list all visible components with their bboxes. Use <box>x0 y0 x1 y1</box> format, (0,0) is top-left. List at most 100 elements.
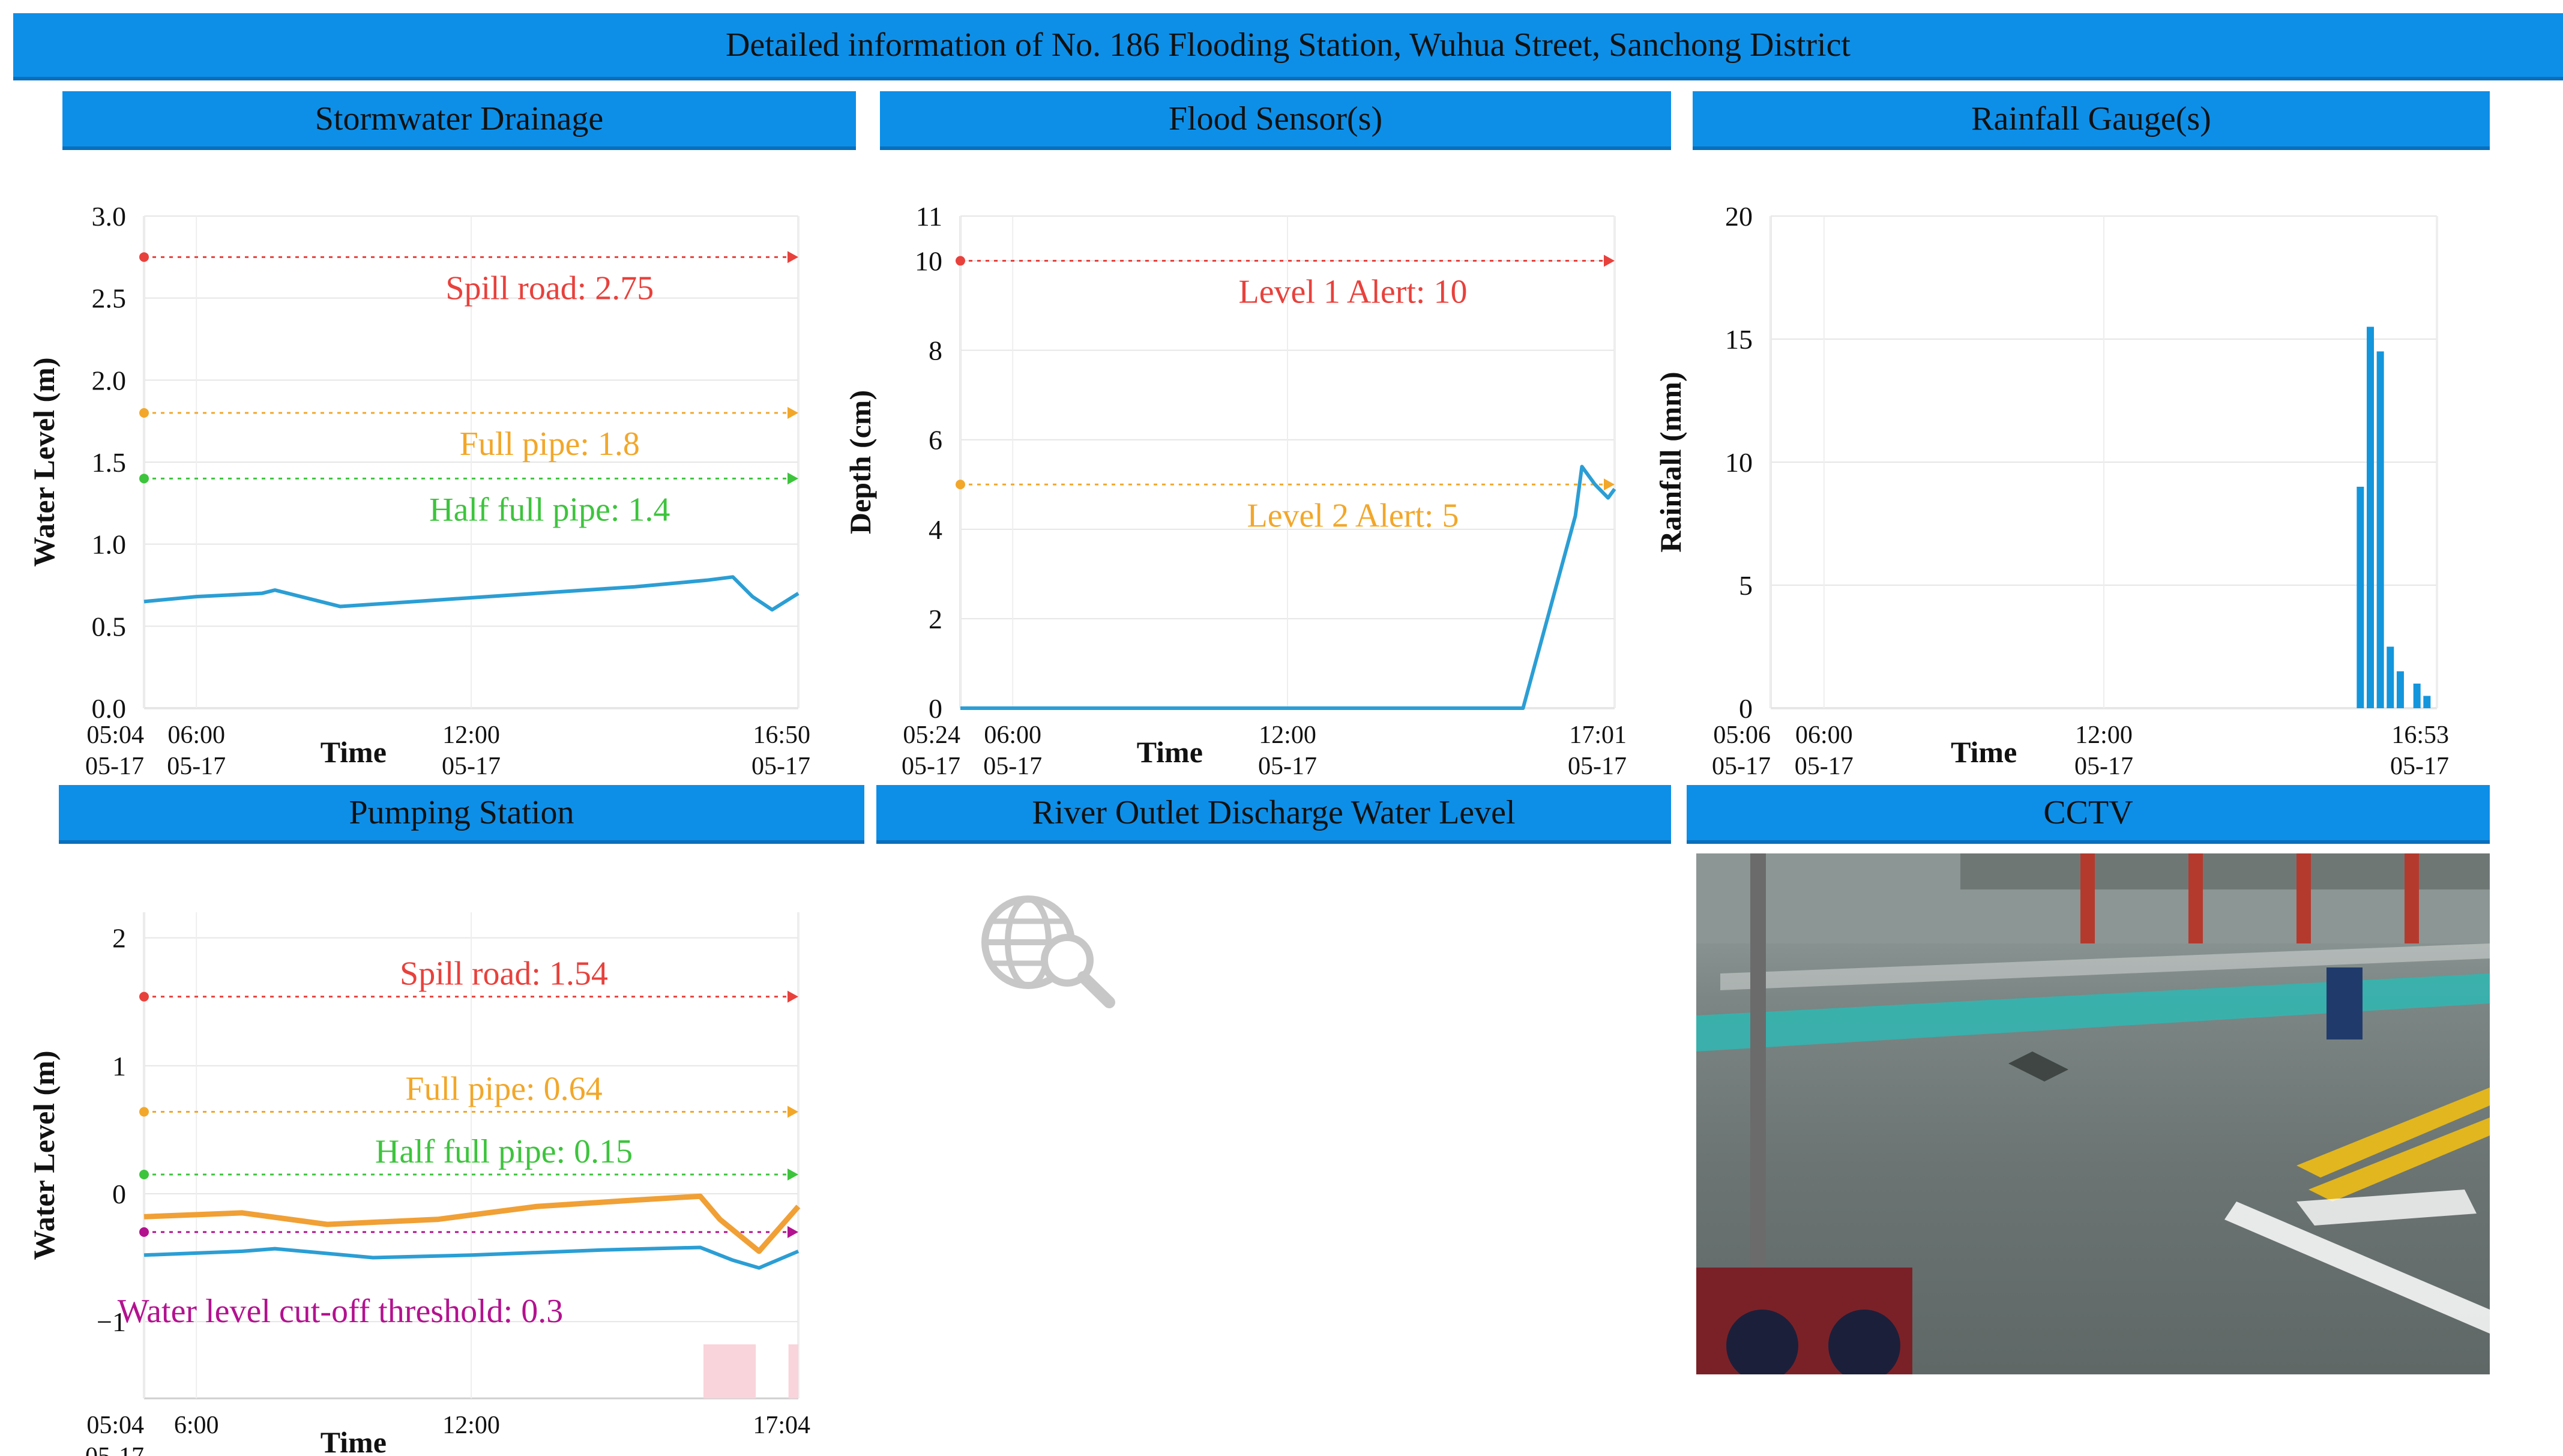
cctv-camera-view[interactable] <box>1696 853 2490 1374</box>
chart-flood-threshold-label: Level 2 Alert: 5 <box>1247 497 1459 534</box>
chart-pumping-ytick-label: 0 <box>112 1179 126 1209</box>
chart-pumping-xlabel: Time <box>321 1425 387 1456</box>
chart-rainfall-ytick-label: 5 <box>1739 570 1753 601</box>
chart-flood-ytick-label: 11 <box>916 201 942 232</box>
chart-pumping-xtick-label: 05:04 <box>86 1412 144 1439</box>
chart-stormwater-xtick-sublabel: 05-17 <box>751 753 810 780</box>
chart-flood-ytick-label: 0 <box>929 693 942 724</box>
chart-pumping-threshold-marker <box>139 1227 149 1237</box>
section-header-river-outlet: River Outlet Discharge Water Level <box>876 785 1671 844</box>
chart-rainfall-xtick-label: 06:00 <box>1795 721 1853 749</box>
chart-stormwater-threshold-arrow <box>788 251 798 263</box>
chart-rainfall-xtick-sublabel: 05-17 <box>2390 753 2449 780</box>
chart-pumping-threshold-arrow <box>788 1168 798 1181</box>
chart-rainfall-bar <box>2396 671 2404 708</box>
chart-pumping-threshold-marker <box>139 1107 149 1117</box>
chart-stormwater-ytick-label: 2.5 <box>92 283 127 314</box>
chart-flood-xtick-label: 05:24 <box>903 721 960 749</box>
chart-flood-xtick-sublabel: 05-17 <box>902 753 960 780</box>
chart-stormwater-xtick-label: 06:00 <box>167 721 225 749</box>
chart-flood-ytick-label: 10 <box>915 246 942 277</box>
chart-stormwater-series-line <box>143 575 800 612</box>
chart-rainfall-ylabel: Rainfall (mm) <box>1654 372 1687 552</box>
chart-flood-xtick-label: 12:00 <box>1259 721 1316 749</box>
chart-stormwater-xtick-sublabel: 05-17 <box>167 753 226 780</box>
chart-stormwater-threshold-label: Full pipe: 1.8 <box>460 426 640 463</box>
chart-flood-ylabel: Depth (cm) <box>843 390 877 534</box>
chart-pumping-series-line <box>143 1193 801 1254</box>
chart-stormwater-xtick-label: 05:04 <box>86 721 144 749</box>
chart-flood-series-line <box>960 465 1616 710</box>
chart-flood-threshold-arrow <box>1604 254 1615 267</box>
chart-stormwater-threshold-label: Spill road: 2.75 <box>445 269 654 307</box>
chart-flood-xtick-sublabel: 05-17 <box>1568 753 1627 780</box>
chart-pumping-threshold-arrow <box>788 1226 798 1238</box>
chart-stormwater-threshold-marker <box>139 474 149 484</box>
chart-stormwater-threshold-marker <box>139 252 149 262</box>
chart-rainfall-bar <box>2413 684 2421 708</box>
chart-stormwater-xtick-label: 12:00 <box>442 721 500 749</box>
chart-rainfall-xtick-sublabel: 05-17 <box>1795 753 1854 780</box>
chart-rainfall-ytick-label: 15 <box>1725 324 1753 355</box>
chart-flood-xlabel: Time <box>1137 735 1203 769</box>
chart-pumping-series-line <box>143 1245 800 1270</box>
chart-flood-threshold-arrow <box>1604 478 1615 491</box>
chart-pumping-threshold-label: Water level cut-off threshold: 0.3 <box>118 1293 563 1330</box>
chart-pumping-xtick-sublabel: 05-17 <box>85 1443 144 1456</box>
chart-stormwater-xtick-label: 16:50 <box>753 721 810 749</box>
chart-stormwater-threshold-arrow <box>788 407 798 419</box>
chart-pumping-threshold-label: Full pipe: 0.64 <box>405 1071 602 1108</box>
chart-rainfall-ytick-label: 20 <box>1725 201 1753 232</box>
chart-stormwater-ytick-label: 3.0 <box>92 201 127 232</box>
chart-flood-ytick-label: 4 <box>929 514 942 545</box>
section-header-rainfall: Rainfall Gauge(s) <box>1693 91 2490 150</box>
chart-stormwater-ytick-label: 1.0 <box>92 529 127 560</box>
chart-pumping-xtick-label: 17:04 <box>753 1412 810 1439</box>
chart-pumping-xtick-label: 6:00 <box>174 1412 219 1439</box>
page-title: Detailed information of No. 186 Flooding… <box>13 13 2563 80</box>
chart-rainfall-xlabel: Time <box>1951 735 2017 769</box>
chart-stormwater-xtick-sublabel: 05-17 <box>85 753 144 780</box>
chart-pumping-threshold-marker <box>139 991 149 1002</box>
chart-pumping-threshold-label: Spill road: 1.54 <box>400 955 608 993</box>
chart-stormwater-xtick-sublabel: 05-17 <box>442 753 501 780</box>
section-header-flood-sensors: Flood Sensor(s) <box>880 91 1671 150</box>
chart-rainfall-bar <box>2357 487 2364 708</box>
chart-pumping-xtick-label: 12:00 <box>442 1412 500 1439</box>
section-header-cctv: CCTV <box>1687 785 2490 844</box>
chart-flood-xtick-label: 17:01 <box>1569 721 1627 749</box>
globe-search-icon[interactable] <box>977 888 1115 1008</box>
chart-rainfall-xtick-sublabel: 05-17 <box>1712 753 1771 780</box>
chart-rainfall-xtick-label: 05:06 <box>1713 721 1771 749</box>
chart-rainfall-xtick-label: 16:53 <box>2391 721 2449 749</box>
chart-flood-xtick-sublabel: 05-17 <box>983 753 1042 780</box>
chart-rainfall-xtick-sublabel: 05-17 <box>2074 753 2133 780</box>
chart-rainfall-xtick-label: 12:00 <box>2075 721 2133 749</box>
chart-stormwater-threshold-marker <box>139 408 149 418</box>
chart-stormwater-ytick-label: 0.0 <box>92 693 127 724</box>
chart-stormwater-ytick-label: 1.5 <box>92 447 127 478</box>
chart-pumping-ylabel: Water Level (m) <box>27 1051 61 1260</box>
cctv-street-scene <box>1696 853 2490 1374</box>
chart-flood-threshold-marker <box>956 256 965 266</box>
section-header-stormwater: Stormwater Drainage <box>62 91 856 150</box>
chart-flood-xtick-sublabel: 05-17 <box>1258 753 1317 780</box>
chart-pumping-ytick-label: −1 <box>97 1307 126 1337</box>
chart-flood-ytick-label: 2 <box>929 604 942 634</box>
chart-stormwater-threshold-arrow <box>788 472 798 485</box>
chart-pumping-threshold-arrow <box>788 1106 798 1118</box>
chart-rainfall-bar <box>2376 351 2384 708</box>
chart-stormwater-xlabel: Time <box>321 735 387 769</box>
chart-stormwater-ytick-label: 0.5 <box>92 611 127 642</box>
chart-rainfall-ytick-label: 0 <box>1739 693 1753 724</box>
chart-stormwater-ylabel: Water Level (m) <box>27 358 61 567</box>
chart-pumping-ytick-label: 1 <box>112 1051 126 1081</box>
chart-pumping-shade-bar <box>788 1344 798 1398</box>
chart-flood-threshold-marker <box>956 480 965 490</box>
chart-rainfall-bar <box>2367 326 2374 708</box>
chart-pumping-shade-bar <box>703 1344 756 1398</box>
chart-flood-ytick-label: 6 <box>929 425 942 456</box>
chart-pumping-threshold-label: Half full pipe: 0.15 <box>375 1133 633 1170</box>
chart-flood-ytick-label: 8 <box>929 335 942 366</box>
chart-pumping-threshold-arrow <box>788 990 798 1003</box>
